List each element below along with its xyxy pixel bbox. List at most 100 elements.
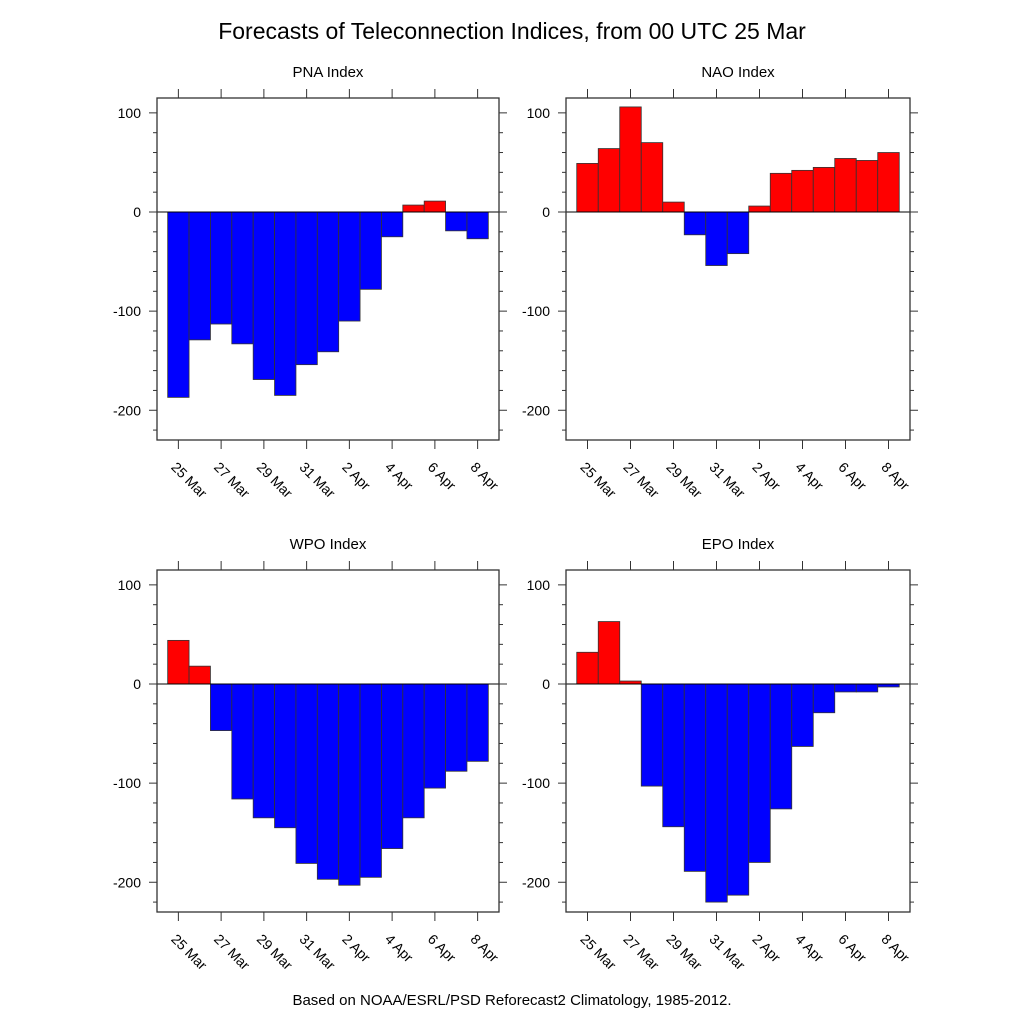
x-tick-label: 8 Apr [878,459,913,494]
bar-27-mar [619,106,642,213]
x-tick-label: 31 Mar [297,459,339,501]
bar-30-mar [274,211,297,396]
y-tick-label: 0 [542,204,550,220]
x-tick-label: 31 Mar [706,931,748,973]
bar-1-apr [316,683,340,880]
x-tick-label: 6 Apr [425,459,460,494]
bar-25-mar [576,651,599,685]
panel-wpo: WPO Index 100 0 -100 -200 25 Mar 27 Mar 29 Mar 3… [113,536,507,973]
bar-26-mar [188,211,211,341]
x-tick-label: 8 Apr [468,931,503,966]
x-tick-label: 2 Apr [339,931,374,966]
bar-28-mar [640,142,664,213]
bar-31-mar [705,683,728,903]
bar-7-apr [445,683,468,772]
x-tick-label: 2 Apr [749,931,784,966]
x-tick-label: 4 Apr [792,459,827,494]
bar-30-mar [683,211,707,236]
y-tick-label: -100 [522,775,550,791]
y-tick-label: 0 [133,204,141,220]
x-tick-label: 8 Apr [878,931,913,966]
bar-2-apr [748,683,771,863]
bar-30-mar [683,683,707,872]
x-tick-label: 29 Mar [254,459,296,501]
bar-1-apr [726,683,750,896]
bar-4-apr [791,169,814,213]
bar-4-apr [381,211,404,238]
bar-30-mar [274,683,297,829]
bar-2-apr [748,205,771,213]
x-tick-label: 27 Mar [211,931,253,973]
bar-3-apr [359,211,382,290]
y-tick-label: -200 [113,874,141,890]
bar-8-apr [466,683,489,762]
bar-29-mar [252,211,275,380]
y-tick-label: 100 [118,105,142,121]
bar-29-mar [662,201,685,213]
y-tick-label: -100 [113,303,141,319]
x-tick-label: 31 Mar [297,931,339,973]
bar-3-apr [769,683,793,810]
bar-6-apr [834,683,857,693]
bar-26-mar [597,621,621,685]
bar-5-apr [812,683,836,714]
x-tick-label: 4 Apr [382,459,417,494]
bar-5-apr [402,683,425,819]
bar-25-mar [576,163,599,213]
x-tick-label: 29 Mar [663,459,705,501]
x-tick-label: 25 Mar [168,459,210,501]
bar-7-apr [855,683,879,693]
x-tick-label: 25 Mar [577,931,619,973]
bar-28-mar [640,683,664,787]
bar-2-apr [338,211,361,322]
bar-5-apr [812,166,836,213]
bar-4-apr [791,683,814,747]
x-tick-label: 29 Mar [663,931,705,973]
x-tick-label: 6 Apr [835,459,870,494]
x-tick-label: 6 Apr [425,931,460,966]
bar-29-mar [662,683,685,828]
bar-1-apr [726,211,750,255]
x-tick-label: 27 Mar [211,459,253,501]
x-tick-label: 27 Mar [620,931,662,973]
y-tick-label: 100 [527,105,551,121]
y-tick-label: -200 [522,874,550,890]
bar-3-apr [769,172,793,213]
bar-31-mar [295,211,318,366]
x-tick-label: 6 Apr [835,931,870,966]
plot-frame [565,97,911,441]
x-tick-label: 27 Mar [620,459,662,501]
bar-4-apr [381,683,404,849]
y-tick-label: 0 [133,676,141,692]
bar-28-mar [231,683,254,800]
bar-7-apr [855,160,879,213]
bar-26-mar [188,665,211,685]
x-tick-label: 8 Apr [468,459,503,494]
x-tick-label: 2 Apr [339,459,374,494]
bar-1-apr [316,211,340,353]
x-tick-label: 29 Mar [254,931,296,973]
bar-2-apr [338,683,361,886]
plot-frame [156,97,500,441]
y-tick-label: -200 [522,402,550,418]
panel-title: EPO Index [702,536,775,553]
bar-6-apr [834,158,857,213]
x-tick-label: 25 Mar [577,459,619,501]
panel-epo: EPO Index 100 0 -100 -200 25 Mar 27 Mar 29 Mar 3… [522,536,918,973]
bar-25-mar [167,639,190,685]
bar-28-mar [231,211,254,345]
bar-31-mar [295,683,318,864]
plot-frame [565,569,911,913]
bar-7-apr [445,211,468,232]
panel-title: NAO Index [701,64,775,81]
y-tick-label: -100 [522,303,550,319]
y-tick-label: -100 [113,775,141,791]
panel-nao: NAO Index 100 0 -100 -200 25 Mar 27 Mar 29 Mar 3… [522,64,918,501]
x-tick-label: 4 Apr [382,931,417,966]
panel-title: PNA Index [293,64,364,81]
bar-6-apr [423,200,446,213]
bar-27-mar [210,683,233,731]
y-tick-label: 100 [118,577,142,593]
bar-6-apr [423,683,446,789]
